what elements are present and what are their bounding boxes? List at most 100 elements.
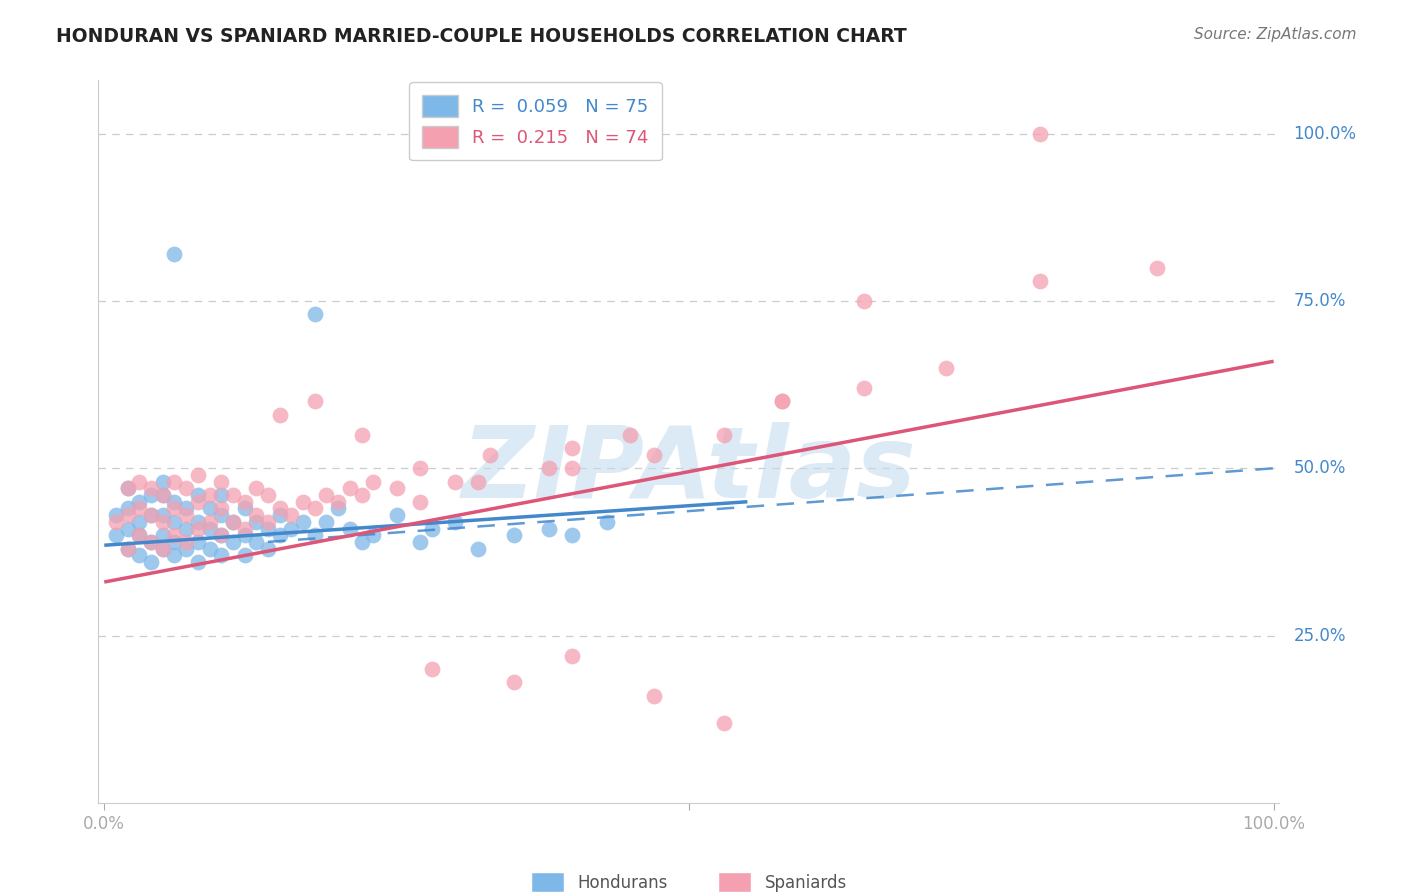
Point <box>280 521 302 535</box>
Point <box>163 515 186 529</box>
Point <box>257 488 280 502</box>
Point <box>174 501 197 516</box>
Point <box>853 381 876 395</box>
Point <box>233 521 256 535</box>
Point <box>117 482 139 496</box>
Point <box>361 475 384 489</box>
Point <box>209 501 232 516</box>
Point <box>561 442 583 455</box>
Point <box>187 467 209 482</box>
Legend: Hondurans, Spaniards: Hondurans, Spaniards <box>524 865 853 892</box>
Point <box>222 534 245 549</box>
Point <box>245 515 267 529</box>
Text: Source: ZipAtlas.com: Source: ZipAtlas.com <box>1194 27 1357 42</box>
Point <box>139 508 162 523</box>
Point <box>467 475 489 489</box>
Point <box>233 501 256 516</box>
Point <box>304 528 326 542</box>
Point <box>163 548 186 563</box>
Point <box>502 675 524 690</box>
Point <box>1029 274 1052 288</box>
Point <box>187 515 209 529</box>
Point <box>187 488 209 502</box>
Point <box>643 448 665 462</box>
Point <box>152 515 174 529</box>
Point <box>537 521 560 535</box>
Point <box>104 515 127 529</box>
Point <box>139 534 162 549</box>
Point <box>772 394 794 409</box>
Point <box>385 508 408 523</box>
Point <box>245 534 267 549</box>
Point <box>209 488 232 502</box>
Point <box>561 461 583 475</box>
Point <box>104 528 127 542</box>
Point <box>174 521 197 535</box>
Point <box>163 475 186 489</box>
Point <box>187 534 209 549</box>
Text: ZIPAtlas: ZIPAtlas <box>461 422 917 519</box>
Point <box>198 541 221 556</box>
Point <box>245 508 267 523</box>
Point <box>139 488 162 502</box>
Point <box>315 515 337 529</box>
Point <box>117 541 139 556</box>
Point <box>1029 127 1052 141</box>
Point <box>561 528 583 542</box>
Point <box>269 508 291 523</box>
Point <box>233 548 256 563</box>
Point <box>139 534 162 549</box>
Point <box>222 515 245 529</box>
Point <box>163 494 186 508</box>
Point <box>479 448 502 462</box>
Point <box>339 482 361 496</box>
Point <box>209 528 232 542</box>
Point <box>935 361 957 376</box>
Point <box>409 534 432 549</box>
Point <box>139 508 162 523</box>
Point <box>139 555 162 569</box>
Point <box>326 501 349 516</box>
Point <box>198 521 221 535</box>
Point <box>233 494 256 508</box>
Point <box>257 521 280 535</box>
Point <box>128 494 150 508</box>
Point <box>128 548 150 563</box>
Point <box>269 501 291 516</box>
Point <box>117 501 139 516</box>
Point <box>361 528 384 542</box>
Point <box>350 488 373 502</box>
Point <box>444 515 467 529</box>
Point <box>537 461 560 475</box>
Point <box>315 488 337 502</box>
Point <box>128 475 150 489</box>
Point <box>420 521 443 535</box>
Point <box>339 521 361 535</box>
Point <box>257 541 280 556</box>
Text: 50.0%: 50.0% <box>1294 459 1346 477</box>
Point <box>174 508 197 523</box>
Point <box>713 715 735 730</box>
Point <box>174 482 197 496</box>
Point <box>467 541 489 556</box>
Point <box>139 482 162 496</box>
Point <box>128 528 150 542</box>
Point <box>209 528 232 542</box>
Point <box>152 488 174 502</box>
Point <box>233 528 256 542</box>
Point <box>257 515 280 529</box>
Point <box>643 689 665 703</box>
Point <box>152 528 174 542</box>
Point <box>420 662 443 676</box>
Point <box>292 494 315 508</box>
Point <box>304 501 326 516</box>
Point <box>198 501 221 516</box>
Text: 100.0%: 100.0% <box>1294 125 1357 143</box>
Point <box>163 534 186 549</box>
Point <box>174 534 197 549</box>
Point <box>152 475 174 489</box>
Point <box>117 521 139 535</box>
Point <box>128 515 150 529</box>
Point <box>853 294 876 309</box>
Text: HONDURAN VS SPANIARD MARRIED-COUPLE HOUSEHOLDS CORRELATION CHART: HONDURAN VS SPANIARD MARRIED-COUPLE HOUS… <box>56 27 907 45</box>
